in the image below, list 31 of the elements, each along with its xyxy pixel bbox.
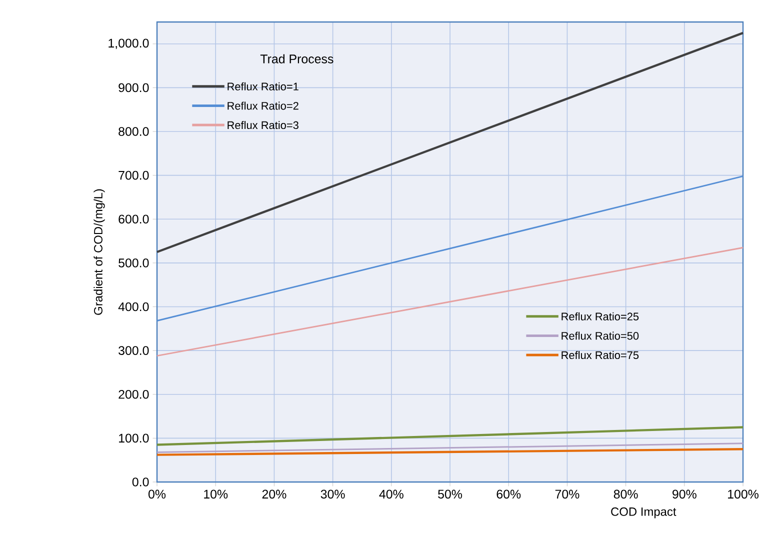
x-tick-label: 60% bbox=[496, 490, 521, 499]
y-tick-label: 200.0 bbox=[118, 390, 149, 399]
x-tick-label: 100% bbox=[728, 490, 758, 499]
legend-label: Reflux Ratio=25 bbox=[562, 312, 639, 320]
y-tick-label: 300.0 bbox=[118, 346, 149, 355]
y-tick-label: 800.0 bbox=[118, 127, 149, 136]
x-tick-label: 30% bbox=[320, 490, 345, 499]
y-tick-label: 1,000.0 bbox=[108, 38, 149, 50]
legend-label: Reflux Ratio=75 bbox=[562, 351, 639, 360]
x-tick-label: 70% bbox=[555, 490, 580, 499]
x-tick-label: 80% bbox=[614, 490, 638, 499]
y-axis-title: Gradient of COD/(mg/L) bbox=[94, 189, 105, 315]
x-tick-label: 20% bbox=[262, 490, 286, 499]
x-tick-label: 90% bbox=[672, 490, 696, 499]
legend-label: Reflux Ratio=3 bbox=[228, 121, 298, 130]
x-axis-title: COD Impact bbox=[611, 507, 676, 518]
legend-label: Reflux Ratio=2 bbox=[228, 102, 298, 110]
y-tick-label: 100.0 bbox=[119, 434, 149, 443]
legend-label: Reflux Ratio=50 bbox=[562, 332, 639, 340]
y-tick-label: 0.0 bbox=[132, 478, 149, 486]
y-tick-label: 500.0 bbox=[118, 258, 149, 268]
y-tick-label: 600.0 bbox=[118, 214, 149, 224]
y-tick-label: 700.0 bbox=[118, 170, 149, 180]
y-tick-label: 400.0 bbox=[118, 302, 149, 312]
x-tick-label: 10% bbox=[204, 490, 228, 499]
legend-label: Reflux Ratio=1 bbox=[228, 82, 298, 90]
y-tick-label: 900.0 bbox=[118, 83, 149, 92]
x-tick-label: 50% bbox=[438, 490, 462, 499]
x-tick-label: 40% bbox=[379, 490, 404, 499]
legend-title: Trad Process bbox=[260, 54, 334, 64]
x-tick-label: 0% bbox=[148, 490, 166, 499]
